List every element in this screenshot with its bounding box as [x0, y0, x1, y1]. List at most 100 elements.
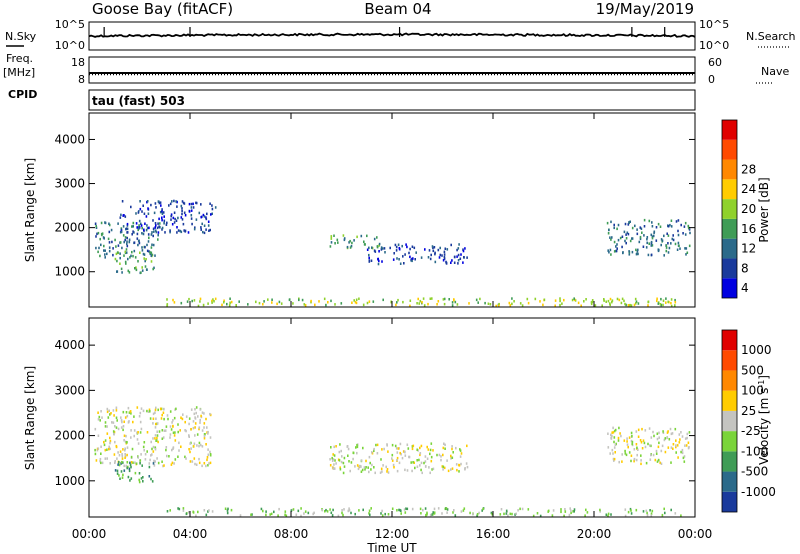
- range-cell: [142, 476, 144, 479]
- range-cell: [139, 459, 142, 462]
- range-cell: [103, 440, 105, 444]
- range-cell: [411, 445, 414, 448]
- range-cell: [142, 232, 145, 236]
- range-cell: [119, 256, 121, 260]
- range-cell: [631, 226, 634, 230]
- colorbar-frame: [721, 329, 738, 513]
- range-cell: [392, 463, 395, 467]
- power-colorbar-label: Power [dB]: [757, 177, 771, 242]
- range-cell: [238, 300, 240, 303]
- range-cell: [324, 510, 326, 513]
- range-cell: [301, 298, 304, 302]
- range-cell: [146, 224, 148, 227]
- range-cell: [363, 243, 366, 246]
- range-cell: [161, 218, 163, 222]
- range-cell: [458, 243, 460, 246]
- range-cell: [452, 451, 454, 454]
- range-cell: [148, 408, 151, 411]
- range-cell: [432, 467, 435, 471]
- y-tick-label: 3000: [54, 177, 85, 191]
- range-cell: [666, 436, 669, 440]
- range-cell: [625, 453, 628, 457]
- noise-right-tick-bottom: 10^0: [699, 39, 729, 52]
- range-cell: [120, 470, 123, 473]
- range-cell: [143, 449, 145, 452]
- range-cell: [173, 416, 176, 420]
- range-cell: [201, 411, 204, 414]
- range-cell: [635, 300, 638, 303]
- velocity-ylabel: Slant Range [km]: [23, 366, 37, 470]
- range-cell: [459, 257, 462, 260]
- range-cell: [631, 237, 634, 240]
- range-cell: [521, 304, 524, 307]
- range-cell: [280, 302, 283, 305]
- range-cell: [139, 411, 142, 415]
- range-cell: [654, 458, 657, 462]
- range-cell: [132, 225, 134, 228]
- range-cell: [162, 436, 165, 439]
- range-cell: [686, 251, 689, 254]
- range-cell: [120, 426, 123, 429]
- range-cell: [130, 465, 132, 469]
- range-cell: [369, 513, 371, 517]
- range-cell: [329, 508, 331, 511]
- range-cell: [667, 251, 670, 254]
- range-cell: [416, 465, 419, 468]
- x-axis-label: Time UT: [366, 541, 417, 554]
- range-cell: [169, 230, 171, 234]
- range-cell: [125, 464, 127, 468]
- range-cell: [675, 451, 677, 454]
- range-cell: [341, 509, 343, 512]
- range-cell: [197, 304, 200, 308]
- range-cell: [184, 229, 187, 233]
- range-cell: [450, 243, 452, 247]
- range-cell: [162, 464, 164, 468]
- range-cell: [124, 440, 127, 444]
- range-cell: [419, 452, 422, 455]
- range-cell: [110, 412, 112, 415]
- range-cell: [95, 224, 97, 228]
- range-cell: [591, 299, 594, 302]
- range-cell: [184, 214, 187, 217]
- range-cell: [381, 260, 383, 263]
- range-cell: [149, 410, 151, 413]
- freq-line-group: [89, 72, 695, 76]
- range-cell: [135, 266, 137, 269]
- range-cell: [108, 222, 110, 225]
- range-cell: [203, 437, 206, 440]
- range-cell: [559, 303, 561, 307]
- range-cell: [590, 302, 593, 306]
- range-cell: [340, 460, 343, 464]
- range-cell: [143, 253, 146, 256]
- range-cell: [134, 256, 137, 259]
- range-cell: [133, 429, 136, 432]
- range-cell: [152, 450, 155, 453]
- range-cell: [208, 509, 210, 512]
- range-cell: [182, 507, 185, 510]
- range-cell: [623, 230, 626, 234]
- range-cell: [314, 303, 316, 307]
- range-cell: [205, 228, 207, 231]
- range-cell: [368, 246, 370, 250]
- range-cell: [443, 257, 446, 260]
- power-scatter: [94, 199, 691, 308]
- range-cell: [150, 233, 153, 236]
- range-cell: [490, 511, 493, 515]
- range-cell: [536, 512, 539, 515]
- range-cell: [358, 297, 360, 300]
- range-cell: [625, 241, 627, 245]
- range-cell: [675, 445, 677, 449]
- range-cell: [147, 212, 150, 215]
- range-cell: [203, 426, 205, 429]
- range-cell: [637, 428, 640, 432]
- range-cell: [607, 432, 609, 435]
- range-cell: [288, 298, 291, 301]
- range-cell: [97, 418, 100, 421]
- range-cell: [146, 200, 149, 203]
- range-cell: [97, 250, 99, 254]
- range-cell: [393, 252, 395, 255]
- range-cell: [192, 202, 194, 206]
- range-cell: [366, 234, 368, 238]
